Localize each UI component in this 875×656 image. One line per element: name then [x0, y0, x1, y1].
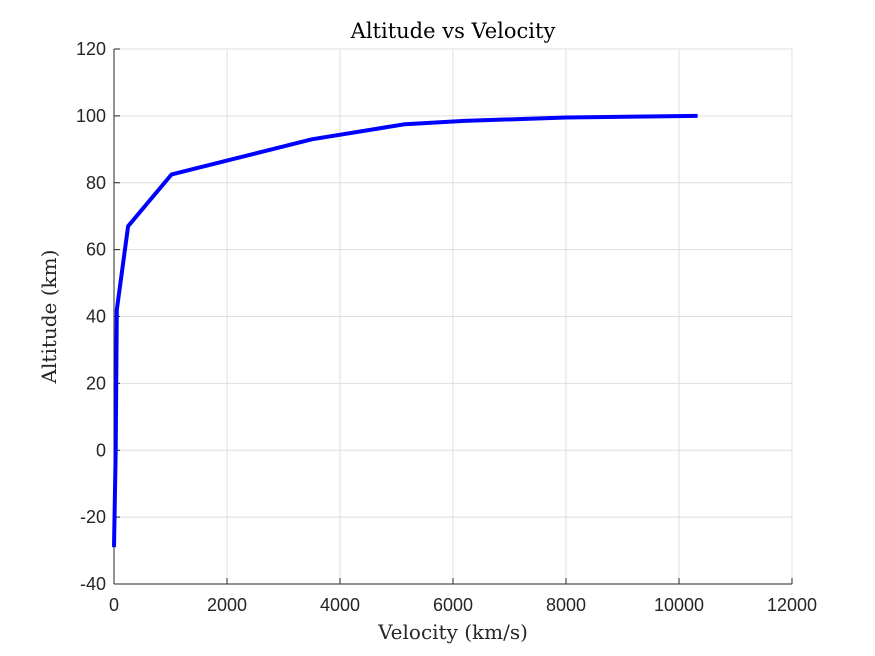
y-tick-label: -20	[80, 507, 106, 527]
chart-title: Altitude vs Velocity	[350, 19, 556, 43]
x-tick-label: 12000	[767, 595, 817, 615]
x-tick-label: 10000	[654, 595, 704, 615]
x-axis-label: Velocity (km/s)	[377, 620, 528, 644]
y-tick-label: 40	[86, 307, 106, 327]
y-tick-label: 60	[86, 240, 106, 260]
y-tick-label: 100	[76, 106, 106, 126]
series-group	[112, 113, 698, 548]
y-tick-label: -40	[80, 574, 106, 594]
x-tick-label: 6000	[433, 595, 473, 615]
y-tick-label: 120	[76, 39, 106, 59]
x-tick-label: 2000	[207, 595, 247, 615]
x-tick-label: 0	[109, 595, 119, 615]
y-tick-label: 20	[86, 373, 106, 393]
y-axis-label: Altitude (km)	[37, 250, 61, 385]
ticks: 0 2000 4000 6000 8000 10000 12000 -40 -20 0 20 40 60…	[76, 39, 817, 615]
x-tick-label: 4000	[320, 595, 360, 615]
series-line	[112, 113, 698, 548]
y-tick-label: 80	[86, 173, 106, 193]
x-tick-label: 8000	[546, 595, 586, 615]
y-tick-label: 0	[96, 440, 106, 460]
